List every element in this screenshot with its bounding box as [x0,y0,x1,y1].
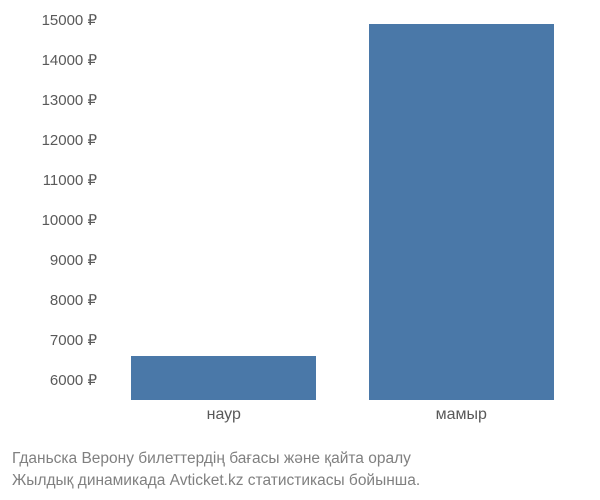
y-tick-label: 10000 ₽ [42,211,97,229]
chart-caption: Гданьска Верону билеттердің бағасы және … [12,448,580,493]
x-tick-label: мамыр [343,406,581,424]
chart-area: 6000 ₽ 7000 ₽ 8000 ₽ 9000 ₽ 10000 ₽ 11000 ₽ 12… [10,20,580,400]
y-tick-label: 9000 ₽ [50,251,97,269]
x-axis-labels: наурмамыр [105,406,580,424]
y-tick-label: 7000 ₽ [50,331,97,349]
caption-line-1: Гданьска Верону билеттердің бағасы және … [12,448,580,470]
y-tick-label: 13000 ₽ [42,91,97,109]
plot-area [105,20,580,400]
y-tick-label: 11000 ₽ [43,171,97,189]
bar [369,24,554,400]
y-tick-label: 6000 ₽ [50,371,97,389]
y-tick-label: 8000 ₽ [50,291,97,309]
caption-line-2: Жылдық динамикада Avticket.kz статистика… [12,470,580,492]
x-tick-label: наур [105,406,343,424]
chart-container: 6000 ₽ 7000 ₽ 8000 ₽ 9000 ₽ 10000 ₽ 11000 ₽ 12… [0,0,600,500]
y-tick-label: 12000 ₽ [42,131,97,149]
bar [131,356,316,400]
y-tick-label: 15000 ₽ [42,11,97,29]
y-tick-label: 14000 ₽ [42,51,97,69]
y-axis: 6000 ₽ 7000 ₽ 8000 ₽ 9000 ₽ 10000 ₽ 11000 ₽ 12… [10,20,105,400]
